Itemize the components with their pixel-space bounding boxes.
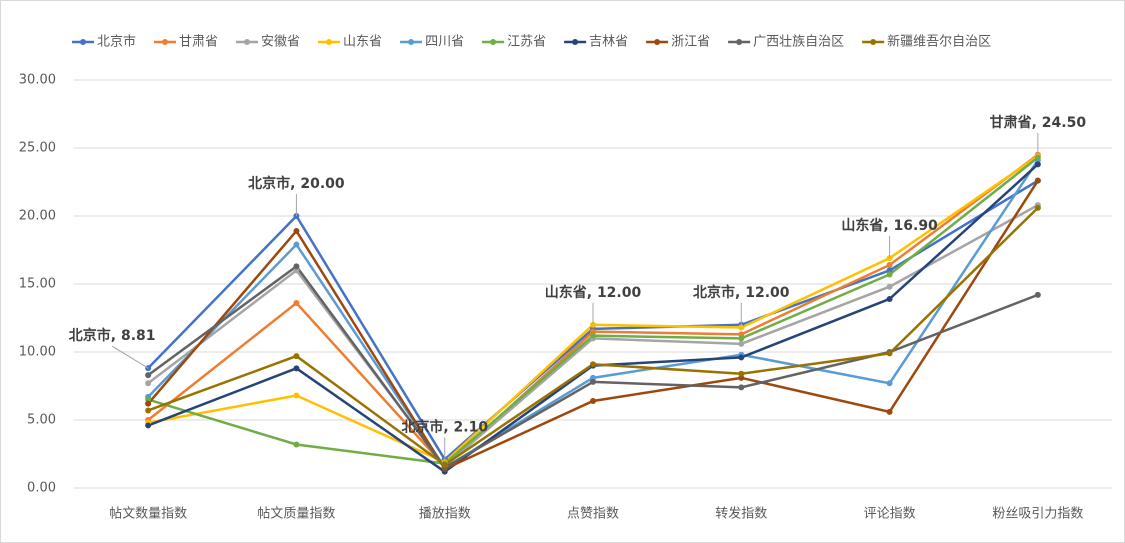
legend-label: 广西壮族自治区 [753,34,844,50]
data-point [441,461,448,468]
data-point [886,350,893,357]
data-point [293,441,300,448]
legend-label: 吉林省 [589,35,628,50]
data-point [738,370,745,377]
data-point [590,378,596,385]
legend-label: 安徽省 [261,35,300,50]
legend-marker [80,39,86,45]
data-point [145,380,152,387]
legend-marker [490,39,497,45]
y-tick-label: 0.00 [27,481,56,496]
x-tick-label: 点赞指数 [567,507,619,522]
x-tick-label: 评论指数 [864,507,916,522]
data-point [886,380,893,387]
legend-marker [408,39,415,45]
y-tick-label: 20.00 [19,209,56,224]
data-point [293,263,300,270]
data-point [145,422,152,429]
data-label: 北京市, 2.10 [401,418,488,435]
legend-label: 山东省 [343,35,382,50]
legend-label: 北京市 [97,34,136,50]
data-point [293,392,300,399]
data-point [590,332,596,339]
data-point [886,295,893,302]
legend-label: 甘肃省 [179,35,218,50]
legend-marker [654,39,661,45]
data-point [1034,154,1041,161]
data-point [886,271,893,278]
data-point [1034,161,1041,168]
legend-marker [870,39,877,45]
data-point [738,324,745,331]
data-point [1034,177,1041,184]
legend-marker [572,39,579,45]
data-point [293,353,300,360]
data-label: 甘肃省, 24.50 [990,114,1087,131]
data-point [738,340,745,347]
data-point [590,361,596,368]
data-point [1034,291,1041,298]
data-point [886,408,893,415]
data-point [293,227,300,234]
data-point [886,261,893,268]
data-point [738,335,745,342]
legend-marker [736,39,743,45]
data-point [738,354,745,361]
y-tick-label: 30.00 [19,73,56,88]
data-point [145,372,152,379]
y-tick-label: 25.00 [19,141,56,156]
x-tick-label: 转发指数 [715,506,767,522]
data-point [293,241,300,248]
legend-label: 浙江省 [671,35,710,50]
y-tick-label: 10.00 [19,345,56,360]
data-label: 山东省, 16.90 [841,217,938,234]
leader-line [111,345,149,369]
y-tick-label: 15.00 [19,277,56,292]
data-point [293,300,300,307]
data-label: 北京市, 12.00 [693,284,790,301]
data-label: 山东省, 12.00 [545,284,642,301]
legend-marker [326,39,333,45]
legend-label: 新疆维吾尔自治区 [887,34,991,50]
data-label: 北京市, 20.00 [248,175,345,192]
y-tick-label: 5.00 [27,413,56,428]
data-point [1034,204,1041,211]
data-point [738,384,745,391]
x-tick-label: 粉丝吸引力指数 [992,507,1083,522]
data-point [145,407,152,414]
legend-label: 四川省 [425,35,464,50]
legend-marker [162,39,169,45]
legend-marker [244,39,251,45]
legend-label: 江苏省 [507,34,546,50]
x-tick-label: 帖文数量指数 [109,507,187,522]
data-point [145,400,152,407]
data-point [590,397,596,404]
data-point [886,283,893,290]
data-label: 北京市, 8.81 [69,327,156,344]
x-tick-label: 帖文质量指数 [257,507,335,522]
x-tick-label: 播放指数 [419,507,471,522]
data-point [293,365,300,372]
